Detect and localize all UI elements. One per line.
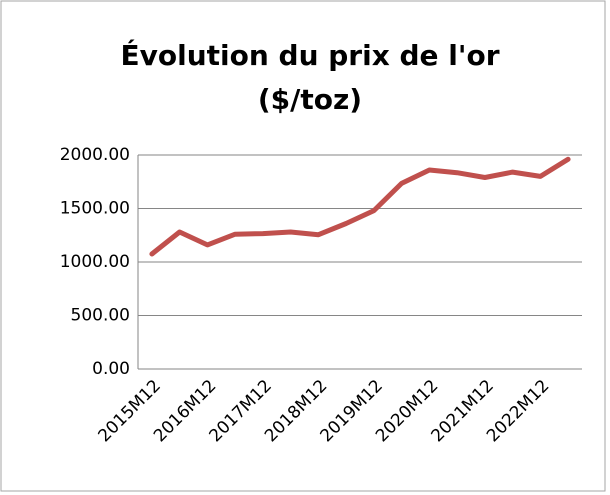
y-tick-label: 500.00 [71,306,130,326]
chart-title: Évolution du prix de l'or [120,38,499,72]
y-tick-label: 1500.00 [60,199,130,219]
chart-title: ($/toz) [258,83,362,116]
y-tick-label: 2000.00 [60,145,130,165]
y-tick-label: 1000.00 [60,252,130,272]
line-series [149,156,571,257]
y-tick-label: 0.00 [92,359,130,379]
